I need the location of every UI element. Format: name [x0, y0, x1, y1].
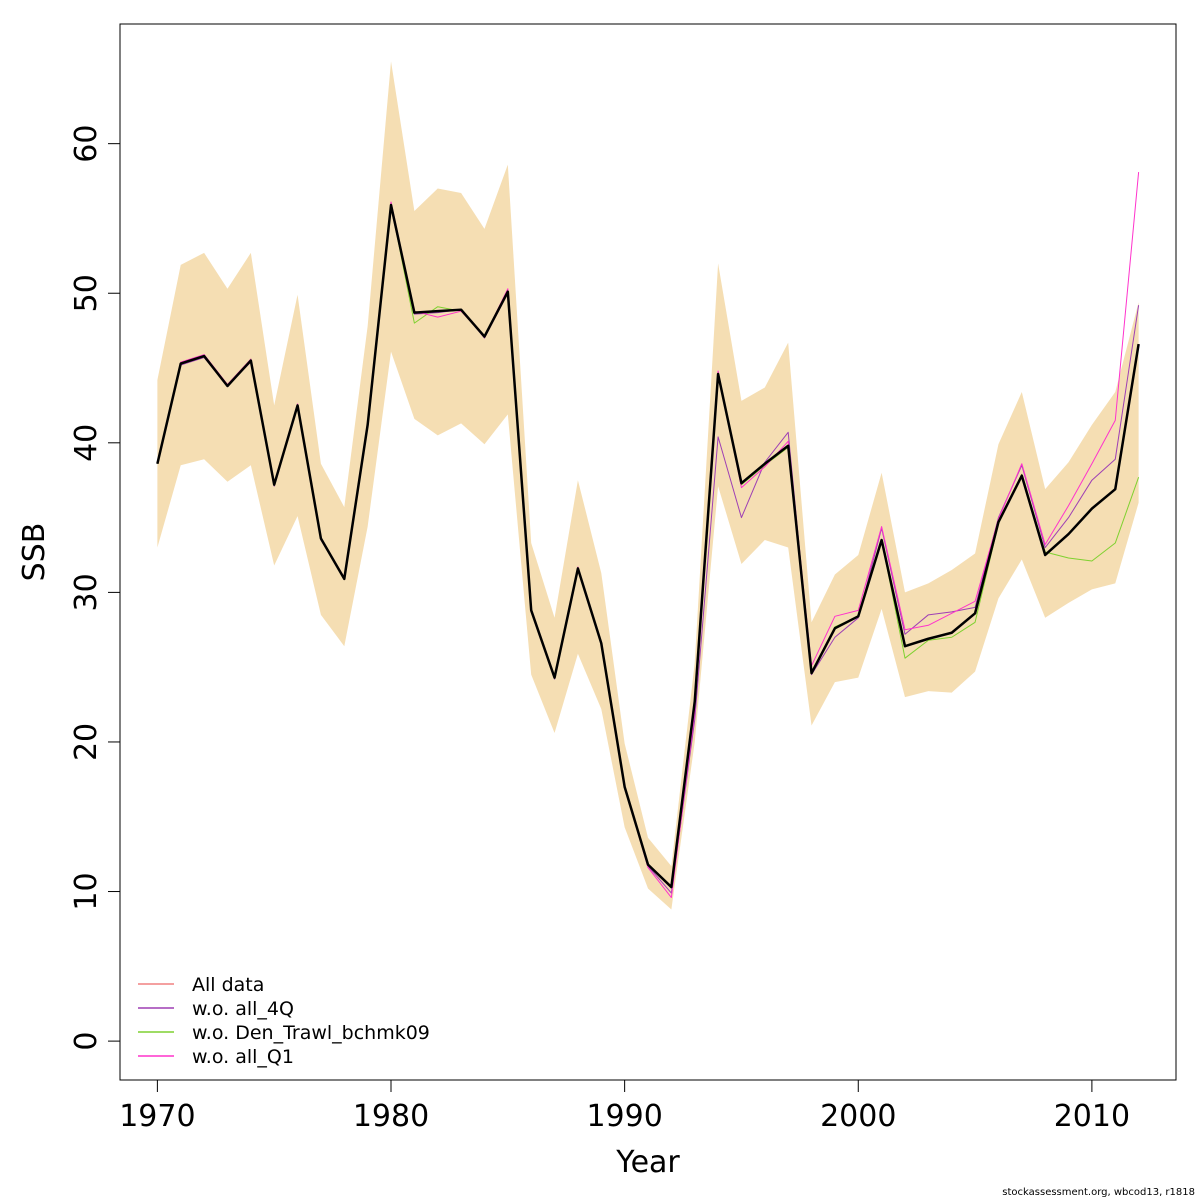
legend-label-w-o-all-4q: w.o. all_4Q [192, 998, 294, 1020]
series-layer [156, 172, 1140, 899]
y-tick-label: 50 [69, 274, 104, 312]
legend-label-w-o-all-q1: w.o. all_Q1 [192, 1046, 294, 1068]
legend-label-w-o-den-trawl-bchmk09: w.o. Den_Trawl_bchmk09 [192, 1022, 430, 1044]
x-tick-label: 1990 [586, 1099, 662, 1134]
x-tick-label: 2000 [820, 1099, 896, 1134]
x-axis-title: Year [615, 1145, 680, 1180]
y-tick-label: 60 [69, 125, 104, 163]
y-tick-label: 30 [69, 573, 104, 611]
y-tick-label: 20 [69, 723, 104, 761]
legend-label-all-data: All data [192, 974, 264, 996]
confidence-band-layer [157, 61, 1139, 910]
y-tick-label: 0 [69, 1032, 104, 1051]
x-tick-label: 2010 [1054, 1099, 1130, 1134]
x-tick-label: 1970 [119, 1099, 195, 1134]
x-axis: 1970 1980 1990 2000 2010 [119, 1079, 1130, 1134]
x-tick-label: 1980 [353, 1099, 429, 1134]
confidence-band [157, 61, 1139, 910]
y-axis: 0 10 20 30 40 50 60 [69, 125, 121, 1051]
credit-text: stockassessment.org, wbcod13, r1818 [1002, 1187, 1195, 1198]
y-axis-title: SSB [17, 523, 52, 582]
y-tick-label: 40 [69, 424, 104, 462]
series-line-all-data-main [156, 203, 1140, 889]
y-tick-label: 10 [69, 872, 104, 910]
